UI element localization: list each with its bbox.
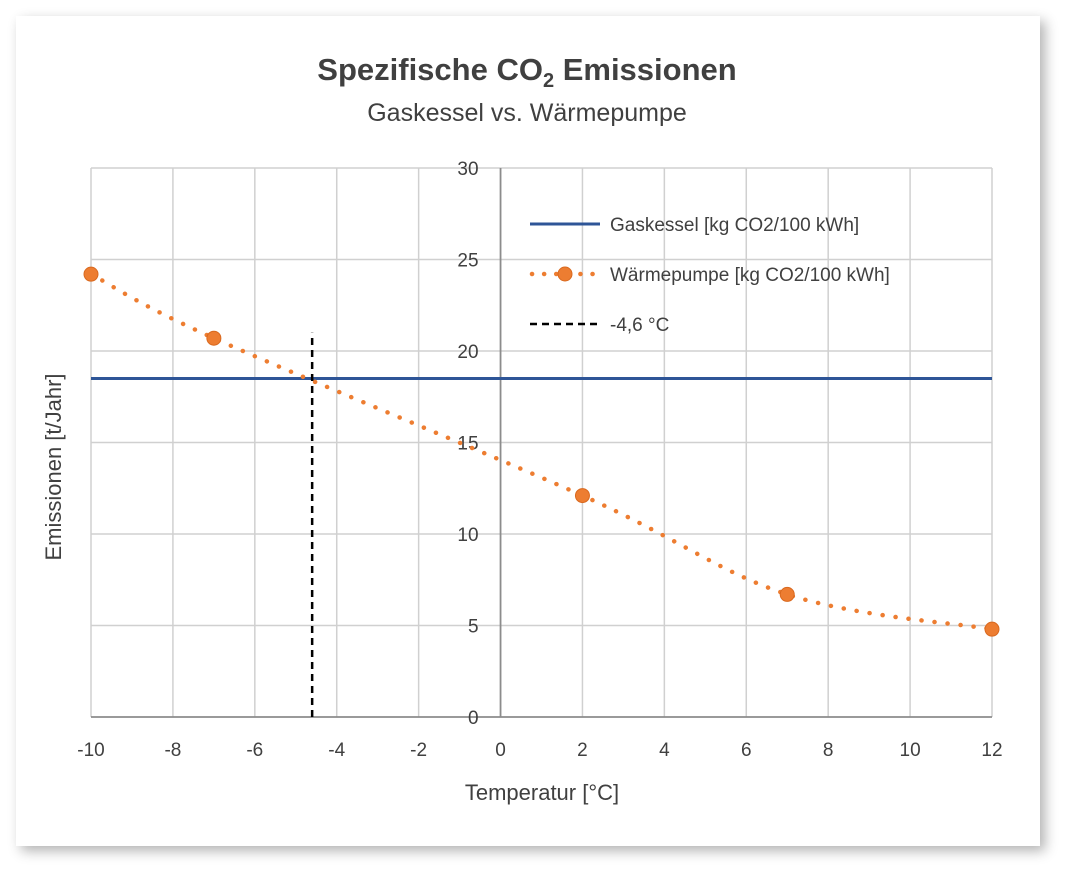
series-waermepumpe-point	[984, 621, 1000, 637]
x-tick-label: 6	[741, 740, 752, 761]
x-tick-label: -10	[77, 740, 104, 761]
y-tick-label: 25	[457, 251, 478, 272]
chart-subtitle: Gaskessel vs. Wärmepumpe	[367, 99, 687, 127]
x-tick-label: 12	[981, 740, 1002, 761]
series-waermepumpe-point	[206, 330, 222, 346]
chart-card	[16, 16, 1040, 846]
y-axis-title: Emissionen [t/Jahr]	[41, 373, 66, 560]
x-axis-title: Temperatur [°C]	[465, 780, 619, 805]
chart-title-rest: Emissionen	[554, 52, 737, 87]
x-tick-label: 0	[495, 740, 506, 761]
x-tick-labels: -10 -8 -6 -4 -2 0 2 4 6 8 10 12	[77, 740, 1002, 761]
series-layer	[83, 266, 1000, 717]
series-waermepumpe-point	[83, 266, 99, 282]
x-tick-label: 10	[900, 740, 921, 761]
series-waermepumpe-point	[779, 586, 795, 602]
legend-label: Gaskessel [kg CO2/100 kWh]	[610, 215, 859, 236]
x-tick-label: 4	[659, 740, 670, 761]
x-tick-label: 2	[577, 740, 588, 761]
series-waermepumpe-point	[574, 488, 590, 504]
chart-title: Spezifische CO2 Emissionen	[317, 52, 736, 92]
y-tick-label: 20	[457, 342, 478, 363]
y-tick-label: 10	[457, 525, 478, 546]
axes	[91, 168, 992, 718]
y-tick-label: 30	[457, 159, 478, 180]
x-tick-label: -4	[328, 740, 345, 761]
chart-title-subscript: 2	[543, 70, 554, 92]
y-tick-label: 0	[468, 708, 479, 729]
x-tick-label: -2	[410, 740, 427, 761]
y-tick-label: 5	[468, 617, 479, 638]
grid	[90, 167, 993, 717]
chart-title-main: Spezifische CO	[317, 52, 543, 87]
series-waermepumpe-line	[88, 271, 995, 632]
x-tick-label: 8	[823, 740, 834, 761]
legend-label: -4,6 °C	[610, 315, 669, 336]
x-tick-label: -6	[246, 740, 263, 761]
legend-marker-waermepumpe	[557, 266, 573, 282]
legend-label: Wärmepumpe [kg CO2/100 kWh]	[610, 265, 890, 286]
x-tick-label: -8	[164, 740, 181, 761]
legend: Gaskessel [kg CO2/100 kWh] Wärmepumpe [kg…	[529, 215, 890, 336]
